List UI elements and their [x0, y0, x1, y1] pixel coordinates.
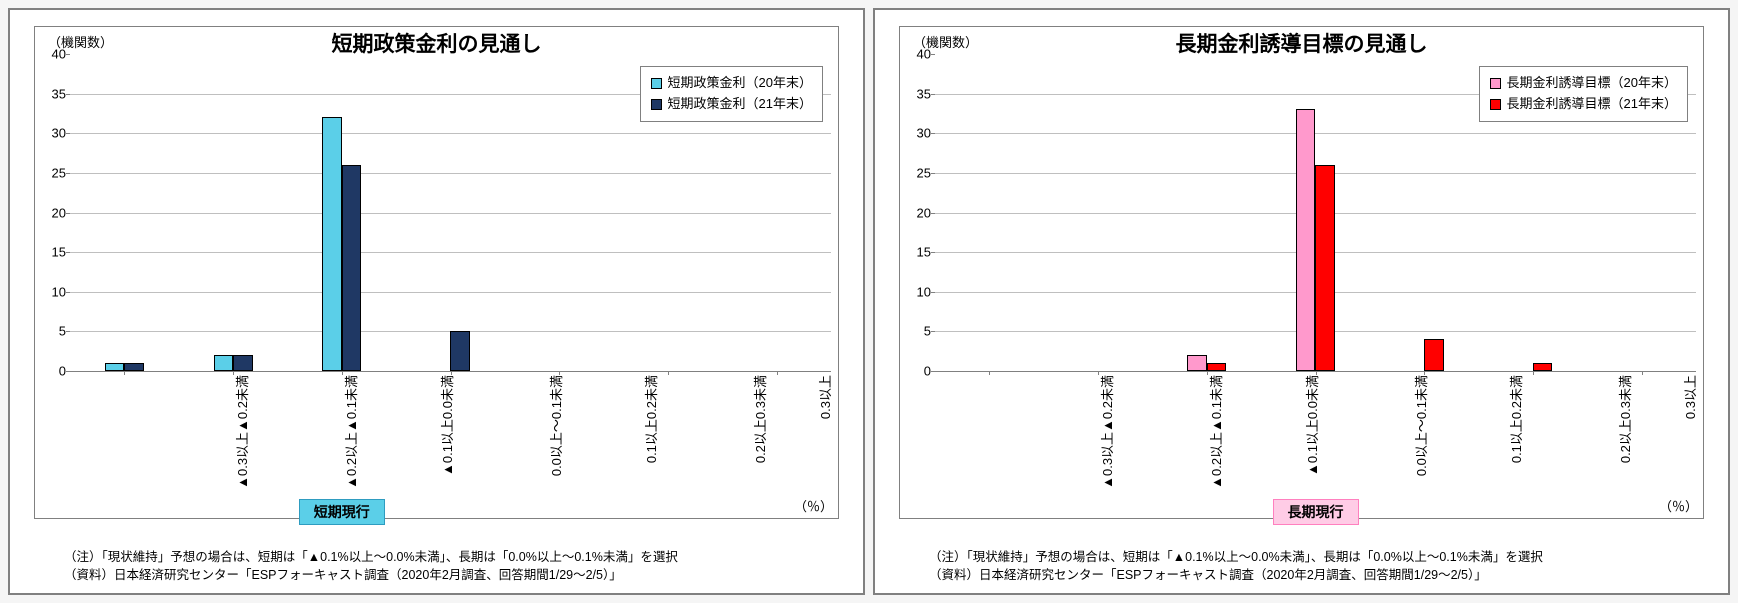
- footnote-line: （資料）日本経済研究センター「ESPフォーキャスト調査（2020年2月調査、回答…: [929, 566, 1708, 585]
- x-tick-label: 0.0以上～0.1未満: [546, 375, 565, 476]
- footnote-line: （注）「現状維持」予想の場合は、短期は「▲0.1%以上～0.0%未満」、長期は「…: [929, 548, 1708, 567]
- bar: [1207, 363, 1227, 371]
- legend-swatch: [651, 78, 662, 89]
- bar-group: [1079, 54, 1118, 371]
- bar-group: [322, 54, 361, 371]
- bar: [1533, 363, 1553, 371]
- y-tick-label: 40: [44, 47, 66, 62]
- right-chart-panel: 長期金利誘導目標の見通し（機関数）（％）0510152025303540▲0.3…: [873, 8, 1730, 595]
- footnote-line: （注）「現状維持」予想の場合は、短期は「▲0.1%以上～0.0%未満」、長期は「…: [64, 548, 843, 567]
- y-tick-label: 0: [44, 364, 66, 379]
- bar-group: [431, 54, 470, 371]
- y-tick-label: 25: [909, 165, 931, 180]
- y-tick-label: 30: [909, 126, 931, 141]
- x-axis-label: （％）: [1659, 496, 1698, 515]
- y-tick-label: 10: [44, 284, 66, 299]
- bar: [105, 363, 125, 371]
- x-tick-label: 0.0以上～0.1未満: [1411, 375, 1430, 476]
- legend-item: 短期政策金利（20年末）: [651, 73, 812, 94]
- left-chart-panel: 短期政策金利の見通し（機関数）（％）0510152025303540▲0.3以上…: [8, 8, 865, 595]
- y-tick-label: 15: [909, 245, 931, 260]
- y-tick-label: 5: [44, 324, 66, 339]
- footnote: （注）「現状維持」予想の場合は、短期は「▲0.1%以上～0.0%未満」、長期は「…: [64, 548, 843, 586]
- y-tick-label: 0: [909, 364, 931, 379]
- bar-group: [1187, 54, 1226, 371]
- x-tick-label: 0.3以上: [1680, 375, 1699, 419]
- y-tick-label: 30: [44, 126, 66, 141]
- y-tick-label: 35: [909, 86, 931, 101]
- y-tick-label: 10: [909, 284, 931, 299]
- x-tick-label: ▲0.1以上0.0未満: [1302, 375, 1321, 476]
- y-tick-label: 25: [44, 165, 66, 180]
- bar-group: [540, 54, 579, 371]
- bar: [124, 363, 144, 371]
- bar: [342, 165, 362, 371]
- bar: [233, 355, 253, 371]
- legend: 長期金利誘導目標（20年末）長期金利誘導目標（21年末）: [1479, 66, 1688, 122]
- y-tick-label: 5: [909, 324, 931, 339]
- x-tick-label: 0.2以上0.3未満: [1615, 375, 1634, 463]
- bar: [322, 117, 342, 371]
- bar-group: [214, 54, 253, 371]
- bar-group: [105, 54, 144, 371]
- x-tick-label: ▲0.3以上▲0.2未満: [232, 375, 251, 489]
- y-tick-label: 20: [44, 205, 66, 220]
- legend-label: 短期政策金利（21年末）: [668, 94, 812, 115]
- legend-label: 長期金利誘導目標（21年末）: [1507, 94, 1677, 115]
- bar: [1296, 109, 1316, 371]
- bar: [1187, 355, 1207, 371]
- footnote-line: （資料）日本経済研究センター「ESPフォーキャスト調査（2020年2月調査、回答…: [64, 566, 843, 585]
- y-tick-label: 40: [909, 47, 931, 62]
- footnote: （注）「現状維持」予想の場合は、短期は「▲0.1%以上～0.0%未満」、長期は「…: [929, 548, 1708, 586]
- legend-item: 長期金利誘導目標（20年末）: [1490, 73, 1677, 94]
- bar-group: [970, 54, 1009, 371]
- y-tick-label: 35: [44, 86, 66, 101]
- bar: [1424, 339, 1444, 371]
- legend-swatch: [1490, 78, 1501, 89]
- bar-group: [1296, 54, 1335, 371]
- legend-swatch: [1490, 99, 1501, 110]
- legend-item: 短期政策金利（21年末）: [651, 94, 812, 115]
- legend-label: 長期金利誘導目標（20年末）: [1507, 73, 1677, 94]
- x-axis-label: （％）: [794, 496, 833, 515]
- legend-swatch: [651, 99, 662, 110]
- x-tick-label: ▲0.2以上▲0.1未満: [341, 375, 360, 489]
- bar: [1315, 165, 1335, 371]
- y-tick-label: 15: [44, 245, 66, 260]
- x-tick-label: 0.1以上0.2未満: [641, 375, 660, 463]
- x-tick-label: ▲0.3以上▲0.2未満: [1097, 375, 1116, 489]
- bar: [214, 355, 234, 371]
- x-tick-label: ▲0.2以上▲0.1未満: [1206, 375, 1225, 489]
- legend: 短期政策金利（20年末）短期政策金利（21年末）: [640, 66, 823, 122]
- legend-item: 長期金利誘導目標（21年末）: [1490, 94, 1677, 115]
- current-badge: 長期現行: [1273, 499, 1359, 525]
- y-tick-label: 20: [909, 205, 931, 220]
- x-tick-label: ▲0.1以上0.0未満: [437, 375, 456, 476]
- legend-label: 短期政策金利（20年末）: [668, 73, 812, 94]
- current-badge: 短期現行: [299, 499, 385, 525]
- bar: [450, 331, 470, 371]
- x-tick-label: 0.2以上0.3未満: [750, 375, 769, 463]
- x-tick-label: 0.3以上: [815, 375, 834, 419]
- x-tick-label: 0.1以上0.2未満: [1506, 375, 1525, 463]
- bar-group: [1405, 54, 1444, 371]
